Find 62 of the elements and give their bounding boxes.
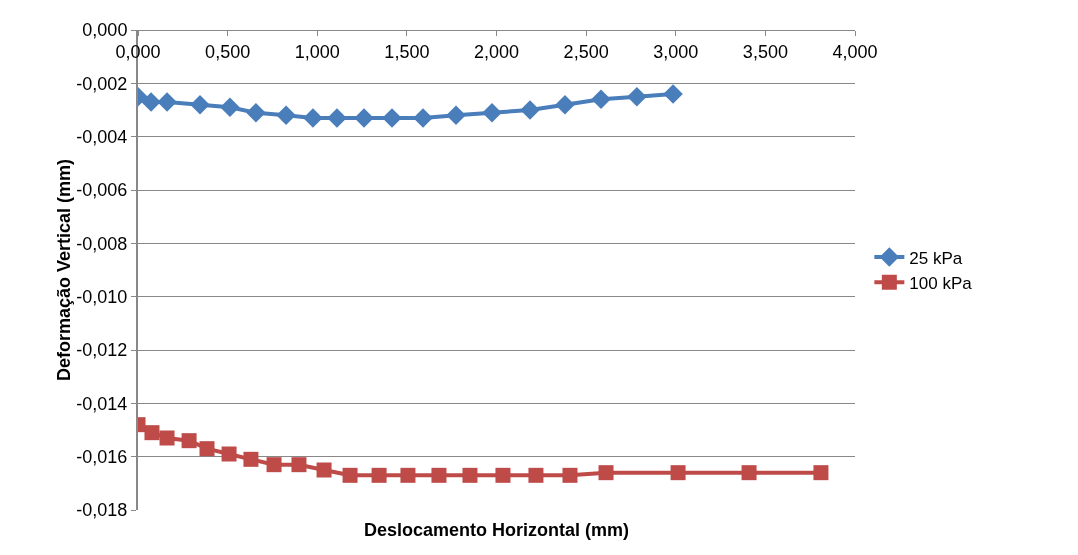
point <box>371 467 387 483</box>
point <box>144 425 160 441</box>
point <box>462 467 478 483</box>
point <box>342 467 358 483</box>
point <box>190 94 210 115</box>
legend-label: 100 kPa <box>909 273 973 293</box>
y-tick-label: -0,018 <box>76 500 128 521</box>
y-tick-label: -0,012 <box>76 340 128 361</box>
point <box>316 462 332 478</box>
point <box>670 465 686 481</box>
point <box>354 108 374 128</box>
point <box>400 467 416 483</box>
point <box>303 108 323 128</box>
point <box>221 446 237 462</box>
x-tick-label: 1,000 <box>294 41 340 62</box>
y-tick-label: -0,014 <box>76 393 128 414</box>
y-tick-label: -0,004 <box>76 126 128 147</box>
point <box>243 451 259 467</box>
y-tick-label: -0,010 <box>76 286 128 307</box>
y-tick-label: -0,008 <box>76 233 128 254</box>
point <box>327 108 347 128</box>
point <box>199 441 215 457</box>
point <box>382 108 402 128</box>
point <box>159 430 175 446</box>
point <box>446 105 466 126</box>
point <box>627 86 647 107</box>
x-tick-label: 0,000 <box>115 41 161 62</box>
y-tick-label: 0,000 <box>82 20 128 41</box>
point <box>157 92 177 112</box>
point <box>562 467 578 483</box>
x-tick-label: 0,500 <box>205 41 251 62</box>
x-tick-label: 3,500 <box>742 41 788 62</box>
point <box>246 102 266 123</box>
point <box>663 84 683 104</box>
x-tick-label: 2,000 <box>473 41 520 62</box>
point <box>813 465 829 481</box>
point <box>220 97 240 118</box>
point <box>141 92 161 112</box>
y-tick-label: -0,016 <box>76 446 128 467</box>
point <box>598 465 614 481</box>
point <box>741 465 757 481</box>
y-tick-label: -0,006 <box>76 180 128 201</box>
point <box>555 94 575 115</box>
x-tick-label: 2,500 <box>563 41 609 62</box>
point <box>291 457 307 473</box>
point <box>276 105 296 126</box>
point <box>413 108 433 128</box>
y-tick-label: -0,002 <box>76 73 128 94</box>
y-axis-title: Deformação Vertical (mm) <box>54 158 75 382</box>
x-axis-title: Deslocamento Horizontal (mm) <box>364 520 630 540</box>
point <box>482 102 502 123</box>
x-tick-label: 4,000 <box>832 41 878 62</box>
point <box>266 457 282 473</box>
point <box>181 433 197 449</box>
point <box>431 467 447 483</box>
legend-label: 25 kPa <box>909 248 963 268</box>
x-tick-label: 1,500 <box>384 41 430 62</box>
point <box>528 467 544 483</box>
point <box>591 89 611 110</box>
point <box>495 467 511 483</box>
point <box>520 100 540 120</box>
x-tick-label: 3,000 <box>653 41 699 62</box>
